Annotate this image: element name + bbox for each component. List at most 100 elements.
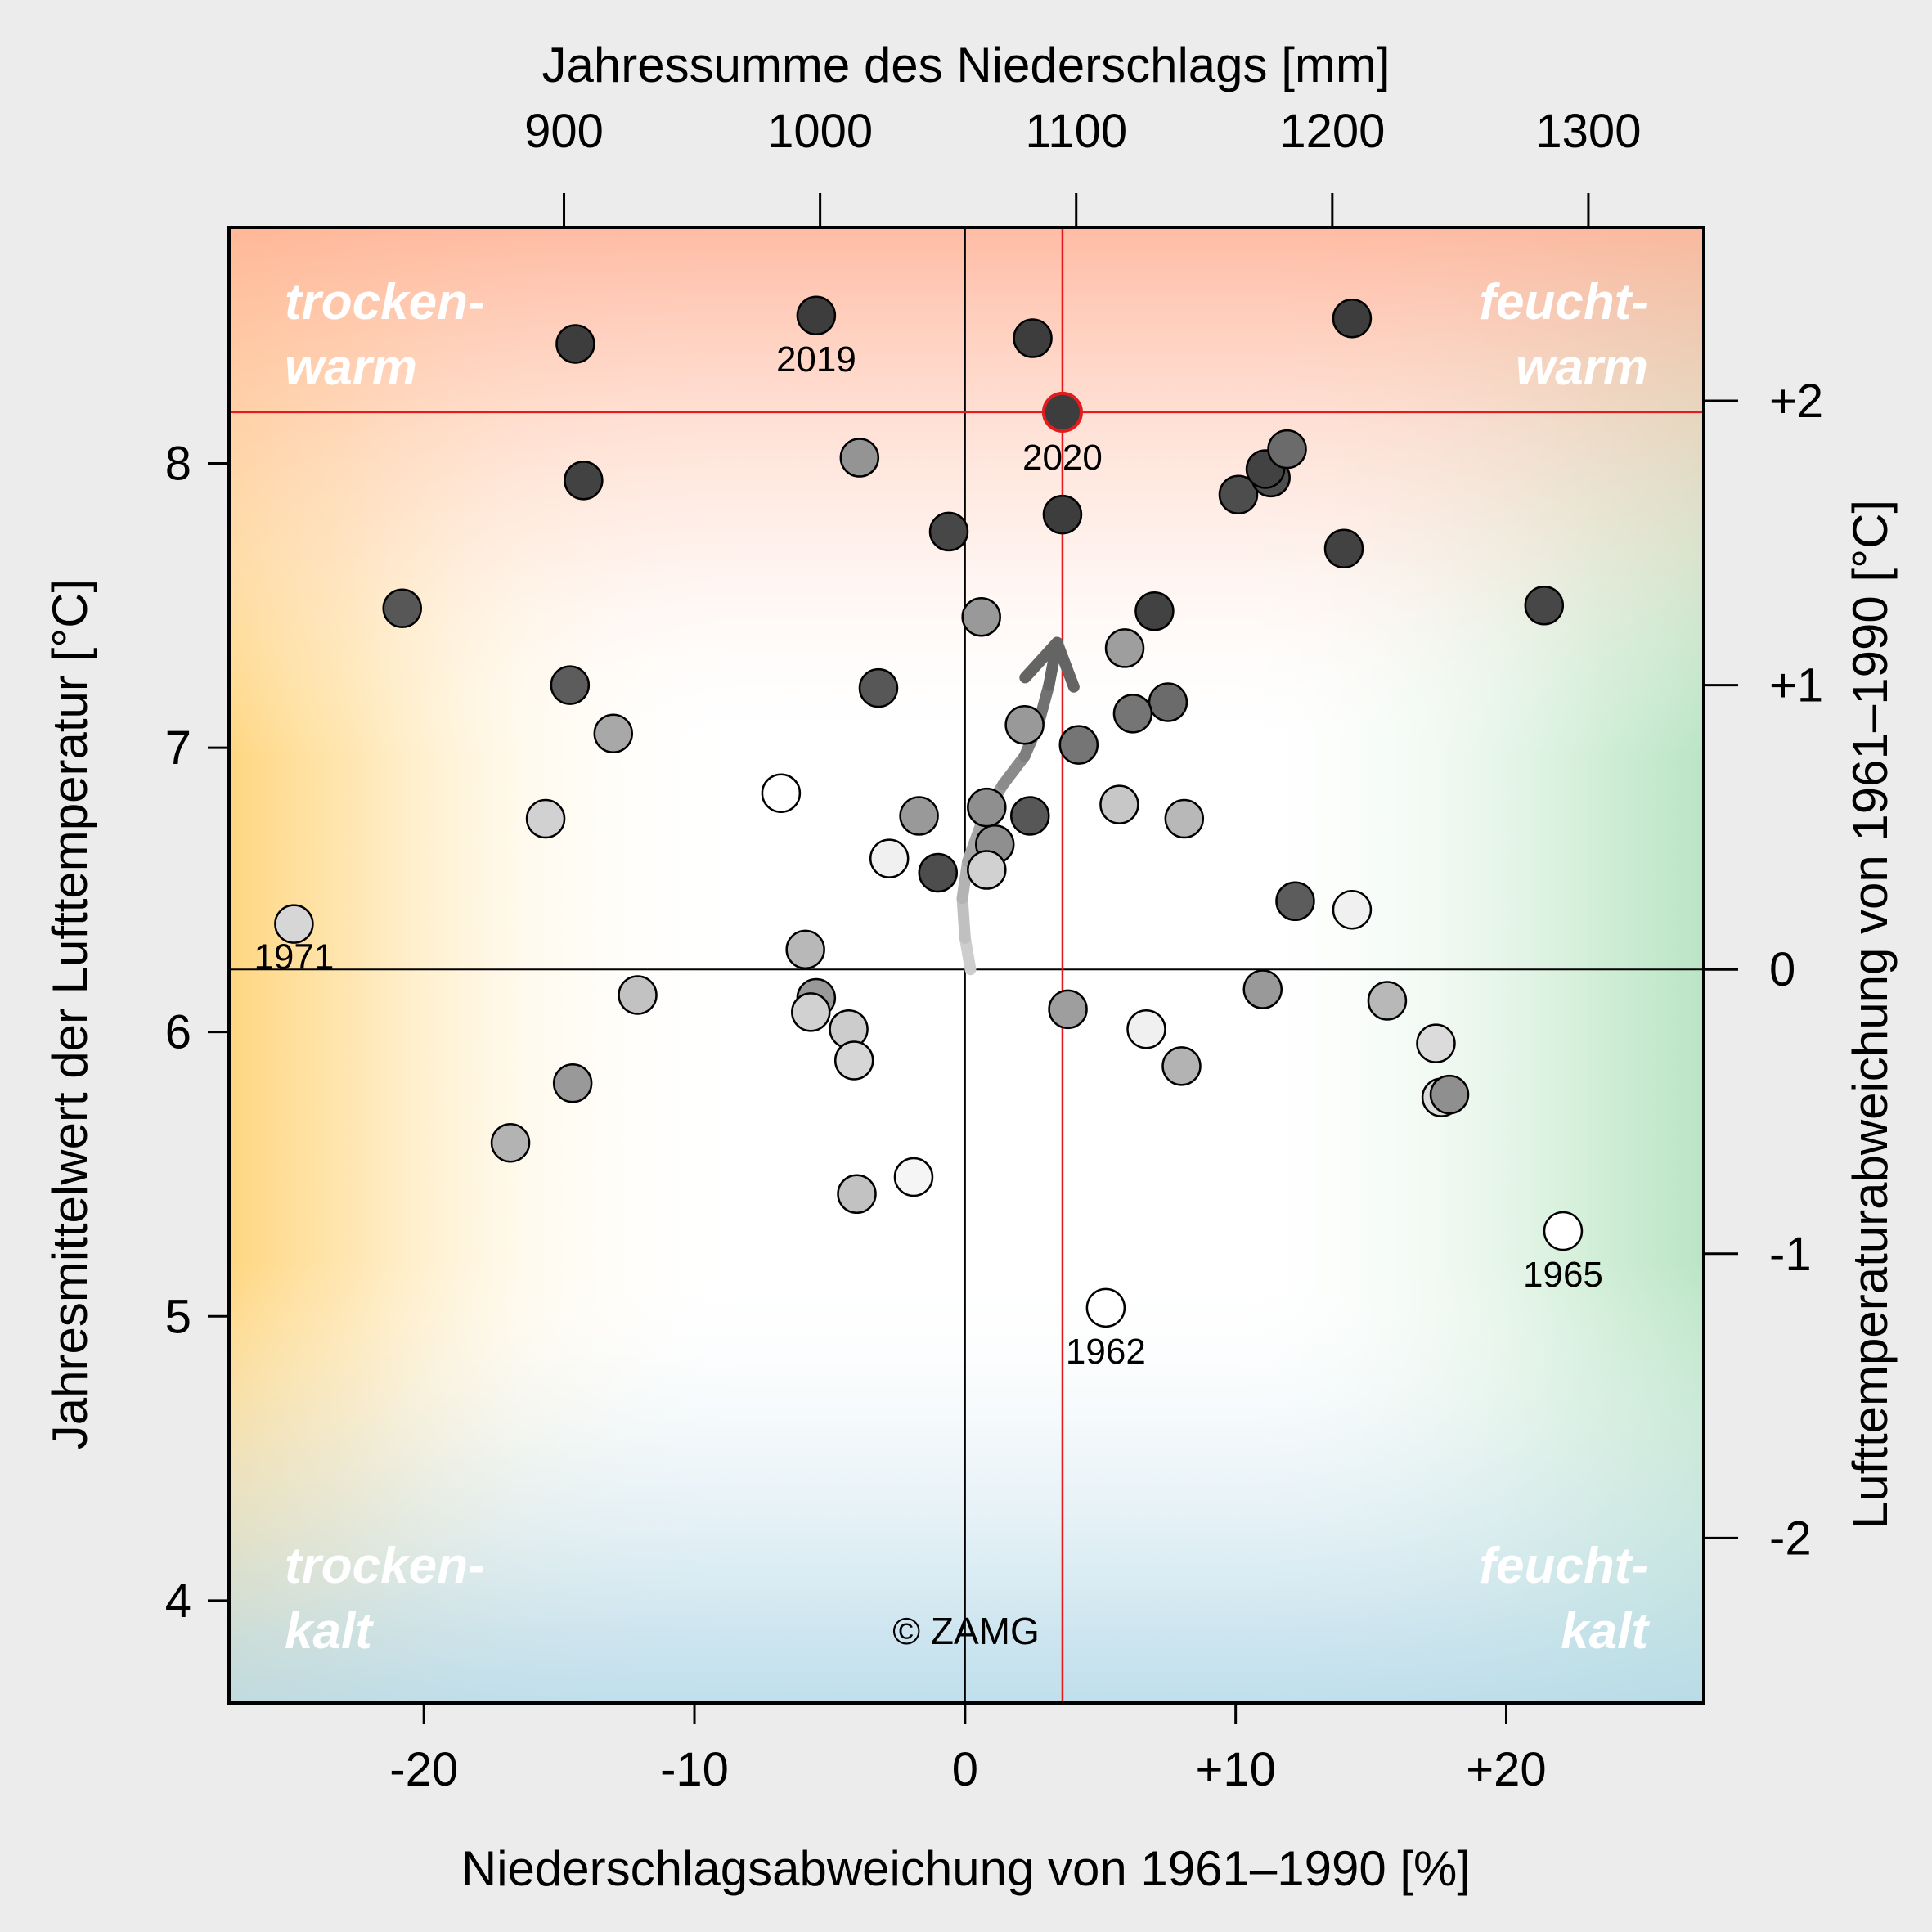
y2-tick-label: +2 <box>1769 375 1823 428</box>
data-point <box>618 975 658 1015</box>
data-point <box>1048 989 1088 1030</box>
x-axis-title: Niederschlagsabweichung von 1961–1990 [%… <box>461 1841 1471 1896</box>
data-point <box>1099 784 1139 824</box>
trend-arrow-segment <box>997 750 1031 791</box>
y-axis-right: +2 +1 0 -1 -2 <box>1704 375 1823 1565</box>
data-point <box>791 992 831 1032</box>
credit-label: © ZAMG <box>892 1610 1040 1652</box>
data-point <box>967 787 1007 828</box>
data-point <box>928 511 969 552</box>
quadrant-labels: trocken- warm feucht- warm trocken- kalt… <box>285 274 1650 1660</box>
data-points <box>274 295 1584 1328</box>
x-tick-label: -10 <box>660 1743 729 1796</box>
data-point <box>555 324 595 364</box>
x-tick-label: 0 <box>952 1743 978 1796</box>
data-point <box>564 461 604 501</box>
data-point <box>1429 1074 1470 1115</box>
data-point <box>1267 429 1307 470</box>
x2-tick-label: 1100 <box>1025 105 1127 158</box>
quadrant-label-wet-cold-line1: feucht- <box>1479 1538 1648 1594</box>
y-tick-label: 8 <box>165 438 191 491</box>
x-tick-label: +10 <box>1195 1743 1275 1796</box>
data-point <box>1164 798 1205 839</box>
data-point <box>1524 586 1565 626</box>
data-point <box>1013 318 1053 358</box>
data-point <box>1009 796 1050 836</box>
data-point <box>858 667 899 708</box>
x2-tick-label: 900 <box>524 105 604 158</box>
y-tick-label: 6 <box>165 1006 191 1059</box>
data-point <box>837 1174 877 1215</box>
data-point <box>893 1157 934 1197</box>
data-point <box>761 773 802 813</box>
data-point <box>382 588 422 629</box>
point-label: 1965 <box>1523 1255 1603 1295</box>
quadrant-label-wet-warm-line2: warm <box>1516 339 1648 396</box>
x2-tick-label: 1300 <box>1535 105 1641 158</box>
y-axis-left: 4 5 6 7 8 <box>165 438 229 1628</box>
x-tick-label: +20 <box>1466 1743 1546 1796</box>
data-point <box>552 1063 593 1103</box>
data-point <box>1367 981 1408 1021</box>
data-point <box>1112 694 1153 734</box>
data-point <box>869 838 910 878</box>
data-point <box>1332 298 1373 339</box>
y2-axis-title: Lufttemperaturabweichung von 1961–1990 [… <box>1843 500 1898 1529</box>
data-point <box>593 713 634 753</box>
y2-tick-label: -2 <box>1769 1512 1812 1565</box>
data-point <box>1332 889 1373 930</box>
data-point <box>796 295 837 336</box>
data-point <box>833 1040 874 1081</box>
y2-tick-label: 0 <box>1769 943 1795 996</box>
data-point <box>839 438 880 478</box>
y-tick-label: 7 <box>165 721 191 775</box>
y-tick-label: 4 <box>165 1575 191 1628</box>
trend-arrow-segment <box>956 892 971 944</box>
x2-tick-label: 1000 <box>767 105 873 158</box>
trend-arrow-head <box>1019 636 1080 693</box>
data-point <box>550 665 591 705</box>
x-axis-top: 900 1000 1100 1200 1300 <box>524 105 1641 227</box>
data-point <box>490 1122 531 1163</box>
point-label: 1962 <box>1066 1332 1146 1372</box>
point-labels: 2019 1971 1962 1965 2020 <box>254 339 1602 1372</box>
data-point-highlight <box>1041 391 1083 433</box>
data-point <box>525 798 566 839</box>
data-point <box>967 850 1007 890</box>
data-point <box>899 796 939 836</box>
data-point <box>1104 628 1145 668</box>
x-tick-label: -20 <box>389 1743 458 1796</box>
data-point <box>1058 725 1099 765</box>
quadrant-label-dry-cold-line2: kalt <box>285 1603 374 1660</box>
data-point <box>961 596 1001 637</box>
data-point <box>1148 682 1188 722</box>
data-point <box>1085 1287 1126 1328</box>
y-axis-title: Jahresmittelwert der Lufttemperatur [°C] <box>43 579 97 1449</box>
quadrant-label-dry-cold-line1: trocken- <box>285 1538 485 1594</box>
data-point <box>1275 881 1315 922</box>
quadrant-label-wet-cold-line2: kalt <box>1561 1603 1650 1660</box>
data-point <box>1126 1009 1166 1049</box>
quadrant-label-wet-warm-line1: feucht- <box>1479 274 1648 330</box>
data-point <box>1242 969 1283 1009</box>
data-point <box>1004 705 1045 745</box>
data-point <box>1323 528 1364 569</box>
x2-axis-title: Jahressumme des Niederschlags [mm] <box>541 38 1390 92</box>
data-point <box>918 852 959 893</box>
data-point <box>274 904 314 944</box>
y2-tick-label: +1 <box>1769 659 1823 712</box>
data-point <box>785 929 825 970</box>
trend-arrow-segment <box>956 856 974 905</box>
data-point <box>1543 1211 1584 1251</box>
data-point <box>1134 591 1175 631</box>
plot-frame <box>227 226 1705 1705</box>
data-point <box>1218 474 1259 514</box>
data-point <box>1042 494 1083 535</box>
y2-tick-label: -1 <box>1769 1228 1812 1281</box>
quadrant-label-dry-warm-line1: trocken- <box>285 274 485 330</box>
point-label-highlight: 2020 <box>1022 438 1103 478</box>
y-tick-label: 5 <box>165 1290 191 1343</box>
point-label: 1971 <box>254 937 334 977</box>
data-point <box>1161 1046 1202 1086</box>
